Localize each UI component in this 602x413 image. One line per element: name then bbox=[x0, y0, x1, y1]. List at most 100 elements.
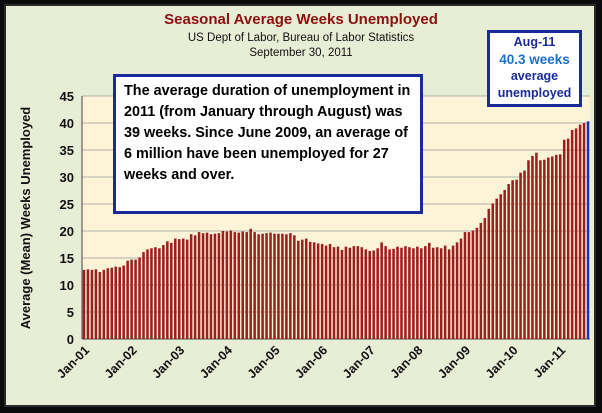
chart-subtitle-source: US Dept of Labor, Bureau of Labor Statis… bbox=[187, 32, 415, 44]
bar bbox=[578, 124, 582, 340]
bar bbox=[249, 228, 252, 339]
bar bbox=[269, 232, 272, 339]
bar bbox=[356, 246, 360, 339]
badge-month: Aug-11 bbox=[513, 35, 556, 49]
bar bbox=[122, 265, 125, 339]
bar bbox=[388, 249, 391, 339]
y-tick-label: 30 bbox=[60, 170, 74, 185]
bar bbox=[499, 194, 502, 339]
bar bbox=[380, 242, 383, 339]
bar bbox=[435, 247, 439, 339]
bar bbox=[439, 248, 443, 339]
bar bbox=[134, 259, 137, 339]
bar bbox=[158, 248, 161, 339]
bar bbox=[412, 248, 415, 339]
badge-line-unemployed: unemployed bbox=[497, 86, 572, 100]
bar bbox=[582, 123, 586, 339]
bar bbox=[475, 227, 479, 339]
x-tick-label: Jan-05 bbox=[245, 343, 283, 381]
bar bbox=[332, 247, 336, 339]
bar bbox=[574, 128, 578, 339]
bar bbox=[265, 233, 268, 339]
bar bbox=[416, 246, 419, 339]
chart-title: Seasonal Average Weeks Unemployed bbox=[164, 11, 438, 28]
bar bbox=[523, 170, 526, 339]
y-tick-label: 25 bbox=[60, 197, 74, 212]
bar bbox=[301, 239, 304, 339]
y-tick-label: 20 bbox=[60, 224, 74, 239]
bar bbox=[106, 268, 110, 339]
bar bbox=[261, 233, 264, 339]
bar bbox=[507, 184, 510, 339]
bar bbox=[431, 247, 435, 339]
bar bbox=[562, 139, 566, 339]
bar-highlight bbox=[586, 121, 590, 339]
y-tick-label: 0 bbox=[67, 332, 74, 347]
bar bbox=[364, 249, 368, 339]
bar bbox=[348, 247, 352, 339]
y-tick-label: 45 bbox=[60, 89, 74, 104]
y-axis-label: Average (Mean) Weeks Unemployed bbox=[18, 107, 33, 330]
bar bbox=[245, 232, 248, 339]
badge-line-average: average bbox=[510, 69, 559, 83]
bar bbox=[213, 233, 217, 339]
bar bbox=[336, 246, 340, 339]
bar bbox=[447, 249, 451, 339]
bar bbox=[368, 250, 371, 339]
bar bbox=[376, 248, 379, 339]
bar bbox=[273, 233, 276, 339]
bar bbox=[233, 232, 237, 339]
bar bbox=[209, 234, 213, 339]
bar bbox=[324, 245, 328, 339]
bar bbox=[551, 156, 554, 339]
bar bbox=[181, 238, 185, 339]
bar bbox=[154, 247, 157, 339]
bar bbox=[503, 189, 506, 339]
bar bbox=[166, 241, 169, 339]
bar bbox=[424, 246, 427, 339]
x-tick-label: Jan-09 bbox=[435, 343, 473, 381]
bar bbox=[98, 272, 102, 339]
bar bbox=[491, 203, 495, 339]
bar bbox=[94, 269, 98, 339]
bar bbox=[539, 160, 542, 339]
bar bbox=[487, 208, 491, 339]
annotation-text: The average duration of unemployment in … bbox=[124, 83, 411, 183]
y-tick-label: 15 bbox=[60, 251, 74, 266]
bar bbox=[130, 259, 133, 339]
bar bbox=[193, 235, 197, 339]
bar bbox=[527, 160, 530, 339]
bar bbox=[316, 243, 320, 339]
bar bbox=[162, 245, 165, 339]
bar bbox=[547, 157, 550, 339]
bar bbox=[396, 246, 399, 339]
bar bbox=[471, 230, 475, 339]
x-axis: Jan-01 Jan-02 Jan-03 Jan-04 Jan-05 Jan-06 Jan-… bbox=[54, 343, 568, 381]
badge-value: 40.3 weeks bbox=[499, 52, 570, 67]
bar bbox=[221, 231, 225, 339]
bar bbox=[404, 246, 407, 339]
bar bbox=[352, 246, 356, 339]
bar bbox=[174, 238, 177, 339]
bar bbox=[515, 179, 518, 339]
bar bbox=[372, 250, 375, 339]
bar bbox=[197, 232, 201, 339]
bar bbox=[293, 235, 296, 339]
bar bbox=[308, 241, 312, 339]
bar bbox=[90, 269, 94, 339]
y-tick-label: 5 bbox=[67, 305, 74, 320]
bar bbox=[479, 222, 483, 339]
bar bbox=[289, 233, 292, 339]
bar bbox=[384, 246, 387, 339]
bar bbox=[566, 138, 570, 339]
bar bbox=[86, 269, 90, 339]
bar bbox=[558, 154, 562, 339]
bar bbox=[241, 231, 244, 339]
bar bbox=[185, 239, 189, 339]
bar bbox=[467, 232, 471, 339]
chart-subtitle-date: September 30, 2011 bbox=[249, 47, 353, 59]
bar-series bbox=[82, 121, 590, 340]
bar bbox=[570, 130, 574, 339]
bar bbox=[146, 249, 149, 339]
bar bbox=[328, 243, 332, 339]
